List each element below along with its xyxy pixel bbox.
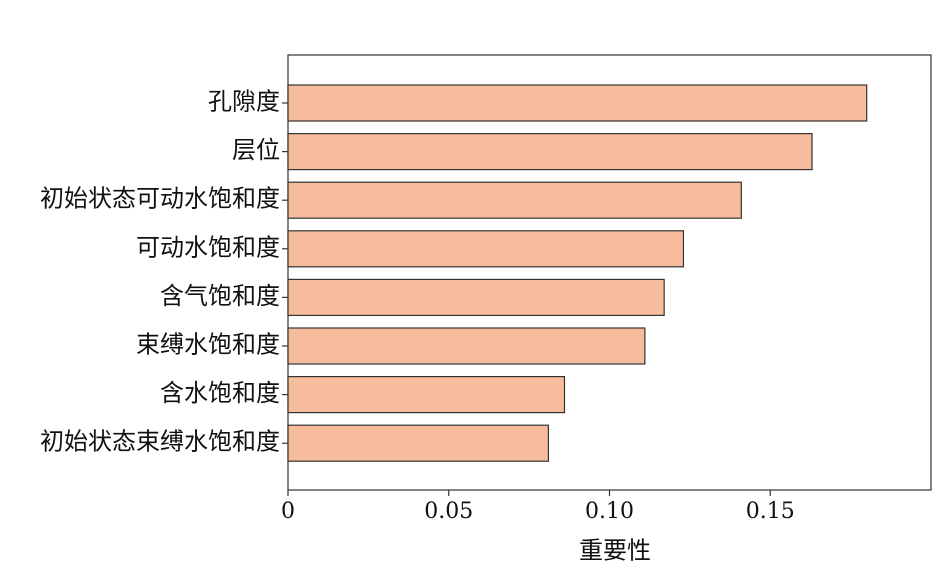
x-tick-label: 0.15 [746,499,795,524]
x-tick-label: 0.05 [424,499,473,524]
y-tick-label: 束缚水饱和度 [136,331,280,359]
y-tick-label: 初始状态可动水饱和度 [40,185,280,213]
bar [287,278,665,316]
y-tick-label: 初始状态束缚水饱和度 [40,428,280,456]
bar [287,230,685,268]
bar [287,424,550,462]
bar [287,327,646,365]
bar [287,181,742,219]
y-tick-label: 可动水饱和度 [136,233,280,261]
y-tick-label: 含水饱和度 [160,379,280,407]
x-axis-label: 重要性 [579,537,651,565]
bar [287,376,566,414]
y-tick-label: 孔隙度 [208,88,280,116]
x-tick-label: 0 [281,499,295,524]
y-tick-label: 含气饱和度 [160,282,280,310]
bar [287,133,813,171]
y-tick-label: 层位 [232,136,280,164]
x-tick-label: 0.10 [585,499,634,524]
bar [287,84,868,122]
